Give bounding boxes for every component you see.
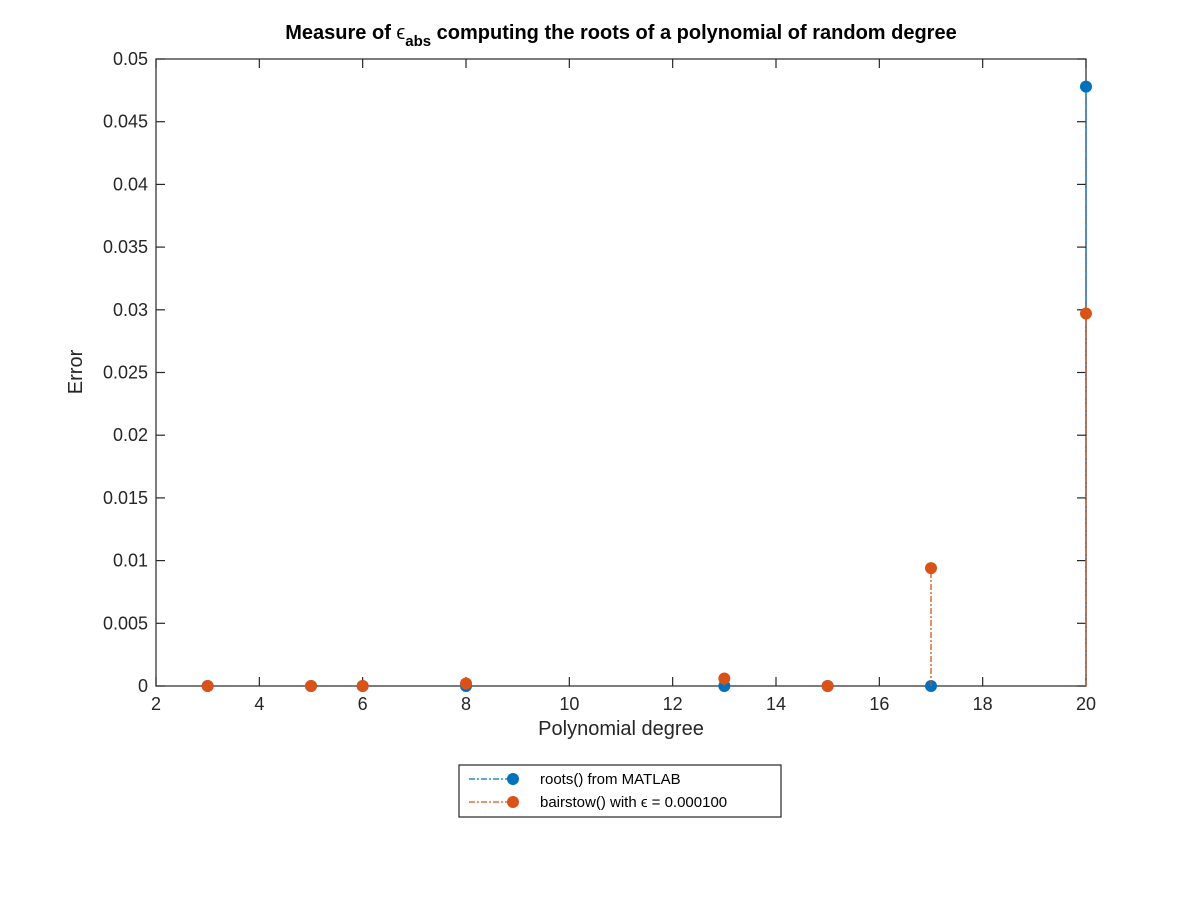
y-tick-label: 0.03 (113, 300, 148, 320)
legend-marker-bairstow (507, 796, 519, 808)
x-tick-label: 16 (869, 694, 889, 714)
plot-area: 2 4 6 8 10 12 14 16 18 20 0 0.005 0.01 0.015 0.02 0.02… (103, 49, 1096, 714)
x-ticks: 2 4 6 8 10 12 14 16 18 20 (151, 59, 1096, 714)
y-tick-label: 0.02 (113, 425, 148, 445)
x-tick-label: 12 (663, 694, 683, 714)
series-1 (201, 307, 1092, 692)
stem-marker[interactable] (925, 562, 937, 575)
series-layer (201, 80, 1092, 692)
x-tick-label: 8 (461, 694, 471, 714)
y-tick-label: 0.045 (103, 112, 148, 132)
legend-marker-roots (507, 773, 519, 785)
legend-label-bairstow: bairstow() with ϵ = 0.000100 (540, 794, 727, 811)
y-tick-label: 0.01 (113, 551, 148, 571)
chart-title: Measure of ϵabs computing the roots of a… (285, 22, 956, 50)
x-tick-label: 14 (766, 694, 786, 714)
legend-entry-bairstow[interactable]: bairstow() with ϵ = 0.000100 (469, 794, 727, 811)
y-axis-label: Error (65, 349, 87, 394)
stem-marker[interactable] (356, 680, 369, 692)
y-ticks: 0 0.005 0.01 0.015 0.02 0.025 0.03 0.035 0.04 0.0… (103, 49, 1086, 696)
stem-marker[interactable] (201, 680, 214, 692)
x-axis-label: Polynomial degree (538, 718, 704, 740)
legend-entry-roots[interactable]: roots() from MATLAB (469, 771, 681, 788)
stem-marker[interactable] (305, 680, 317, 692)
stem-marker[interactable] (460, 677, 472, 690)
y-tick-label: 0.025 (103, 363, 148, 383)
x-tick-label: 20 (1076, 694, 1096, 714)
title-suffix: computing the roots of a polynomial of r… (431, 22, 957, 44)
x-tick-label: 10 (559, 694, 579, 714)
legend-label-roots: roots() from MATLAB (540, 771, 681, 788)
x-tick-label: 2 (151, 694, 161, 714)
stem-marker[interactable] (1080, 307, 1092, 320)
y-tick-label: 0.05 (113, 49, 148, 69)
title-prefix: Measure of (285, 22, 396, 44)
y-tick-label: 0.04 (113, 174, 148, 194)
title-subscript: abs (405, 33, 431, 50)
stem-marker[interactable] (1080, 80, 1092, 93)
title-symbol: ϵ (396, 22, 405, 44)
y-tick-label: 0.015 (103, 488, 148, 508)
x-tick-label: 6 (358, 694, 368, 714)
stem-marker[interactable] (718, 672, 731, 685)
y-tick-label: 0.005 (103, 613, 148, 633)
y-tick-label: 0.035 (103, 237, 148, 257)
legend[interactable]: roots() from MATLAB bairstow() with ϵ = … (458, 764, 782, 818)
y-tick-label: 0 (138, 676, 148, 696)
x-tick-label: 4 (254, 694, 264, 714)
stem-marker[interactable] (821, 680, 834, 692)
x-tick-label: 18 (973, 694, 993, 714)
